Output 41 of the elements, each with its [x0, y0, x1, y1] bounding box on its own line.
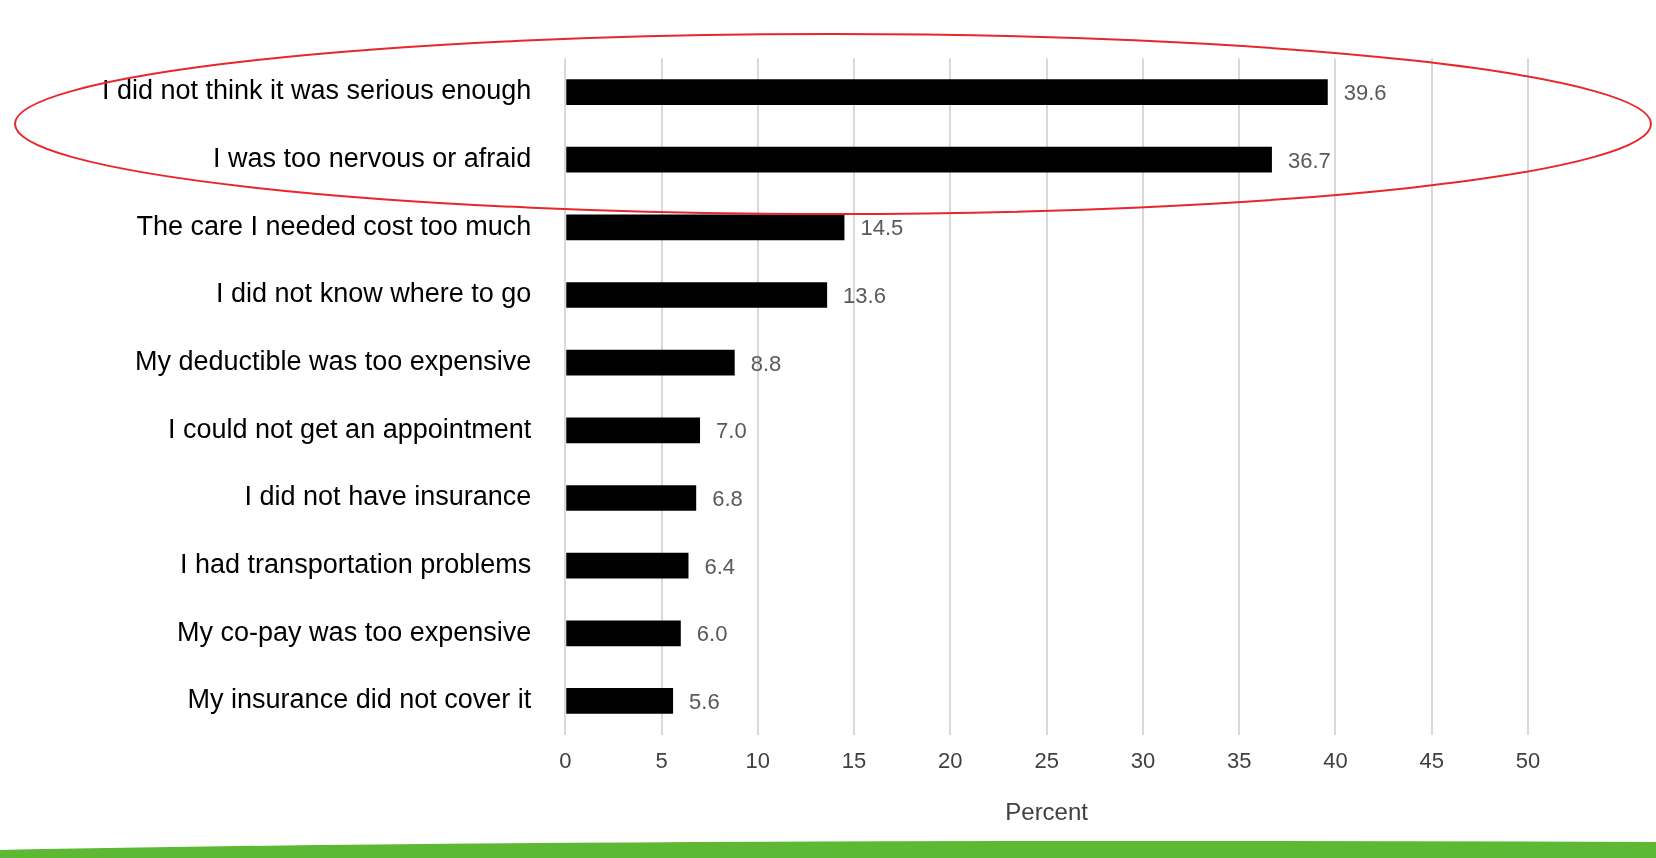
bar: [566, 282, 828, 308]
bar: [566, 620, 681, 647]
x-tick-label: 20: [938, 748, 963, 774]
bar: [566, 349, 735, 376]
y-tick-label: My co-pay was too expensive: [177, 616, 532, 647]
x-tick-label: 30: [1130, 748, 1156, 774]
x-tick-label: 40: [1323, 748, 1348, 774]
bar: [566, 485, 697, 511]
bar: [566, 146, 1272, 173]
x-tick-label: 0: [559, 748, 572, 774]
y-tick-label: The care I needed cost too much: [136, 210, 532, 241]
y-tick-label: I could not get an appointment: [167, 413, 532, 444]
x-tick-label: 45: [1419, 748, 1444, 774]
bar: [566, 688, 674, 714]
data-label: 36.7: [1287, 147, 1331, 173]
data-label: 13.6: [843, 283, 886, 309]
data-label: 5.6: [689, 689, 720, 715]
x-tick-label: 35: [1226, 748, 1252, 774]
x-axis-title: Percent: [1005, 798, 1089, 826]
y-tick-label: My insurance did not cover it: [187, 684, 532, 715]
x-tick-label: 15: [841, 748, 867, 774]
bar: [566, 417, 701, 444]
data-label: 6.8: [712, 486, 743, 512]
data-label: 14.5: [860, 215, 904, 241]
y-tick-label: I was too nervous or afraid: [213, 143, 532, 174]
data-label: 7.0: [716, 418, 747, 444]
data-label: 6.0: [696, 621, 728, 647]
bar: [566, 552, 689, 579]
x-tick-label: 10: [745, 748, 771, 774]
data-label: 8.8: [750, 350, 782, 376]
y-tick-label: I did not know where to go: [216, 278, 532, 309]
x-tick-label: 5: [655, 748, 668, 774]
data-label: 6.4: [704, 553, 736, 579]
y-tick-label: I had transportation problems: [180, 549, 532, 580]
y-tick-label: I did not have insurance: [244, 481, 532, 512]
bar: [566, 79, 1328, 105]
data-label: 39.6: [1343, 80, 1387, 106]
x-tick-label: 50: [1515, 748, 1541, 774]
bar: [566, 214, 845, 241]
y-tick-label: My deductible was too expensive: [135, 346, 532, 377]
x-tick-label: 25: [1034, 748, 1059, 774]
